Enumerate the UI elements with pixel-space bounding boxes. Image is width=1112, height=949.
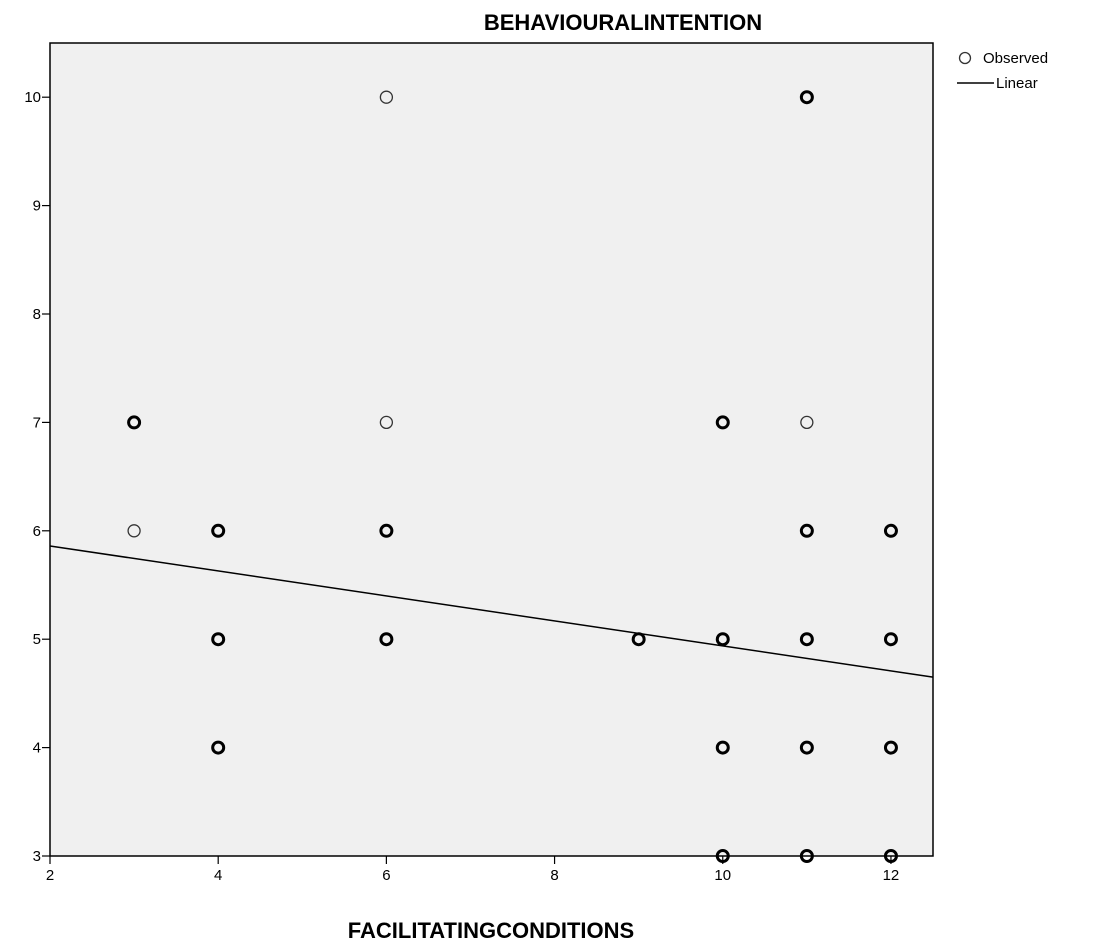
observed-points-layer xyxy=(127,90,898,863)
x-tick-label-6: 6 xyxy=(382,867,390,884)
y-tick-label-10: 10 xyxy=(24,89,41,106)
x-tick-label-4: 4 xyxy=(214,867,222,884)
observed-point xyxy=(211,740,226,755)
y-tick-label-9: 9 xyxy=(33,198,41,215)
observed-point xyxy=(211,523,226,538)
x-tick-label-10: 10 xyxy=(714,867,731,884)
observed-point xyxy=(379,90,394,104)
observed-point xyxy=(379,415,394,430)
observed-point xyxy=(211,632,226,647)
observed-point xyxy=(715,849,730,863)
observed-point xyxy=(379,632,394,647)
x-tick-label-8: 8 xyxy=(550,867,558,884)
observed-point xyxy=(799,523,814,538)
y-tick-label-8: 8 xyxy=(33,306,41,323)
observed-point xyxy=(883,632,898,647)
linear-fit-layer xyxy=(49,545,934,678)
observed-point xyxy=(799,740,814,755)
chart-title: BEHAVIOURALINTENTION xyxy=(484,10,762,35)
observed-point xyxy=(631,632,646,647)
observed-point xyxy=(715,740,730,755)
legend-observed-label: Observed xyxy=(983,50,1048,67)
x-tick-label-12: 12 xyxy=(883,867,900,884)
y-tick-label-5: 5 xyxy=(33,631,41,648)
observed-point xyxy=(379,523,394,538)
observed-point xyxy=(883,740,898,755)
observed-point xyxy=(715,632,730,647)
observed-point xyxy=(800,415,814,430)
observed-point xyxy=(883,523,898,538)
observed-point xyxy=(799,90,814,105)
x-axis: 2 4 6 8 10 12 xyxy=(46,856,899,884)
observed-point xyxy=(715,415,730,430)
linear-fit-line xyxy=(49,545,934,678)
y-axis: 3 4 5 6 7 8 9 10 xyxy=(24,89,50,865)
legend-linear-label: Linear xyxy=(996,75,1038,92)
y-tick-label-7: 7 xyxy=(33,414,41,431)
observed-point xyxy=(127,524,141,538)
x-tick-label-2: 2 xyxy=(46,867,54,884)
x-axis-title: FACILITATINGCONDITIONS xyxy=(348,918,634,943)
observed-point xyxy=(883,849,898,863)
legend: Observed Linear xyxy=(957,50,1048,92)
y-tick-label-4: 4 xyxy=(33,740,41,757)
legend-observed-marker xyxy=(958,51,972,65)
observed-point xyxy=(799,849,814,863)
observed-point xyxy=(799,632,814,647)
y-tick-label-6: 6 xyxy=(33,523,41,540)
observed-point xyxy=(127,415,142,430)
y-tick-label-3: 3 xyxy=(33,848,41,865)
plot-area xyxy=(49,42,934,857)
